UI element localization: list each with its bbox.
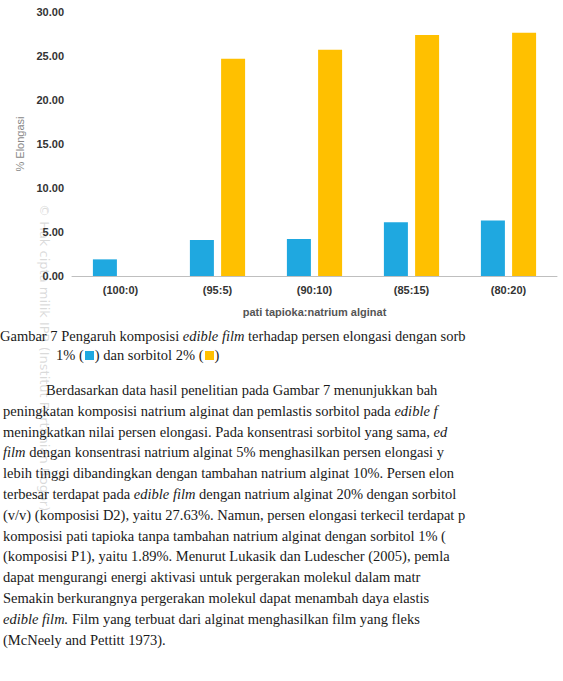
svg-text:(100:0): (100:0)	[103, 284, 139, 296]
svg-text:(80:20): (80:20)	[491, 284, 527, 296]
svg-text:0.00: 0.00	[43, 270, 64, 282]
svg-text:pati tapioka:natrium alginat: pati tapioka:natrium alginat	[243, 306, 387, 318]
svg-text:15.00: 15.00	[36, 138, 64, 150]
svg-text:% Elongasi: % Elongasi	[14, 116, 26, 171]
svg-text:(85:15): (85:15)	[394, 284, 430, 296]
svg-text:(95:5): (95:5)	[203, 284, 233, 296]
svg-text:25.00: 25.00	[36, 50, 64, 62]
svg-text:5.00: 5.00	[43, 226, 64, 238]
svg-text:30.00: 30.00	[36, 6, 64, 18]
svg-text:10.00: 10.00	[36, 182, 64, 194]
svg-text:20.00: 20.00	[36, 94, 64, 106]
svg-text:(90:10): (90:10)	[297, 284, 333, 296]
